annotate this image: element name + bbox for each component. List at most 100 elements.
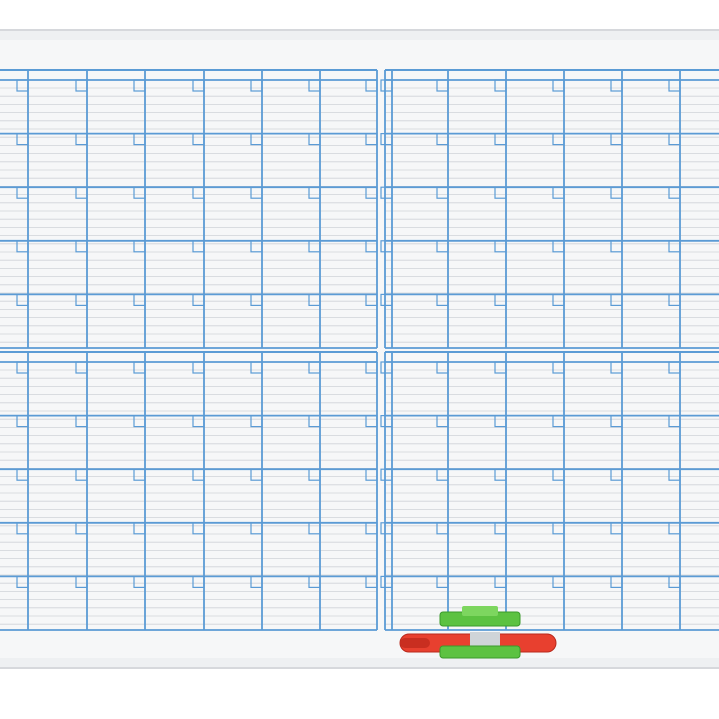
date-box [494,468,507,481]
date-box [494,415,507,428]
date-box [610,79,623,92]
date-box [16,79,29,92]
date-box [552,133,565,146]
date-box [494,575,507,589]
date-box [16,186,29,199]
date-box [552,361,565,374]
date-box [75,293,88,306]
date-box [610,293,623,306]
date-box [250,79,263,92]
date-box [75,79,88,92]
date-box [75,575,88,589]
date-box [552,79,565,92]
date-box [610,575,623,589]
date-box [192,575,205,589]
holder-clip [462,606,498,616]
date-box [308,240,321,253]
date-box [436,468,449,481]
date-box [365,240,378,253]
date-box [610,522,623,535]
date-box [380,415,393,428]
date-box [308,415,321,428]
date-box [308,468,321,481]
date-box [365,575,378,589]
date-box [75,468,88,481]
date-box [192,240,205,253]
date-box [494,240,507,253]
date-box [552,415,565,428]
date-box [668,79,681,92]
holder-bottom [439,645,521,659]
date-box [380,133,393,146]
date-box [133,133,146,146]
date-box [16,468,29,481]
date-box [668,522,681,535]
date-box [380,575,393,589]
date-box [133,240,146,253]
date-box [494,186,507,199]
date-box [365,468,378,481]
date-box [494,293,507,306]
date-box [75,240,88,253]
date-box [365,361,378,374]
date-box [494,361,507,374]
date-box [494,522,507,535]
date-box [16,575,29,589]
date-box [610,361,623,374]
date-box [308,133,321,146]
date-box [668,575,681,589]
date-box [250,468,263,481]
date-box [250,240,263,253]
date-box [133,415,146,428]
date-box [380,240,393,253]
date-box [380,79,393,92]
date-box [668,186,681,199]
date-box [365,79,378,92]
date-box [610,415,623,428]
date-box [192,361,205,374]
date-box [436,79,449,92]
date-box [308,522,321,535]
date-box [552,240,565,253]
date-box [308,79,321,92]
date-box [436,522,449,535]
date-box [668,415,681,428]
date-box [192,468,205,481]
date-box [668,293,681,306]
date-box [365,522,378,535]
date-box [75,186,88,199]
date-box [308,186,321,199]
date-box [133,468,146,481]
date-box [192,186,205,199]
date-box [192,293,205,306]
date-box [250,186,263,199]
date-box [436,575,449,589]
date-box [668,240,681,253]
date-box [308,575,321,589]
date-box [250,133,263,146]
date-box [380,522,393,535]
date-box [436,293,449,306]
date-box [133,361,146,374]
date-box [133,293,146,306]
date-box [552,186,565,199]
date-box [16,522,29,535]
date-box [436,240,449,253]
date-box [250,575,263,589]
date-box [75,133,88,146]
date-box [610,133,623,146]
date-box [552,468,565,481]
date-box [16,133,29,146]
date-box [75,415,88,428]
date-box [75,361,88,374]
date-box [16,415,29,428]
date-box [16,293,29,306]
date-box [552,522,565,535]
date-box [192,133,205,146]
date-box [436,361,449,374]
date-box [133,522,146,535]
date-box [436,415,449,428]
date-box [380,468,393,481]
date-box [133,79,146,92]
